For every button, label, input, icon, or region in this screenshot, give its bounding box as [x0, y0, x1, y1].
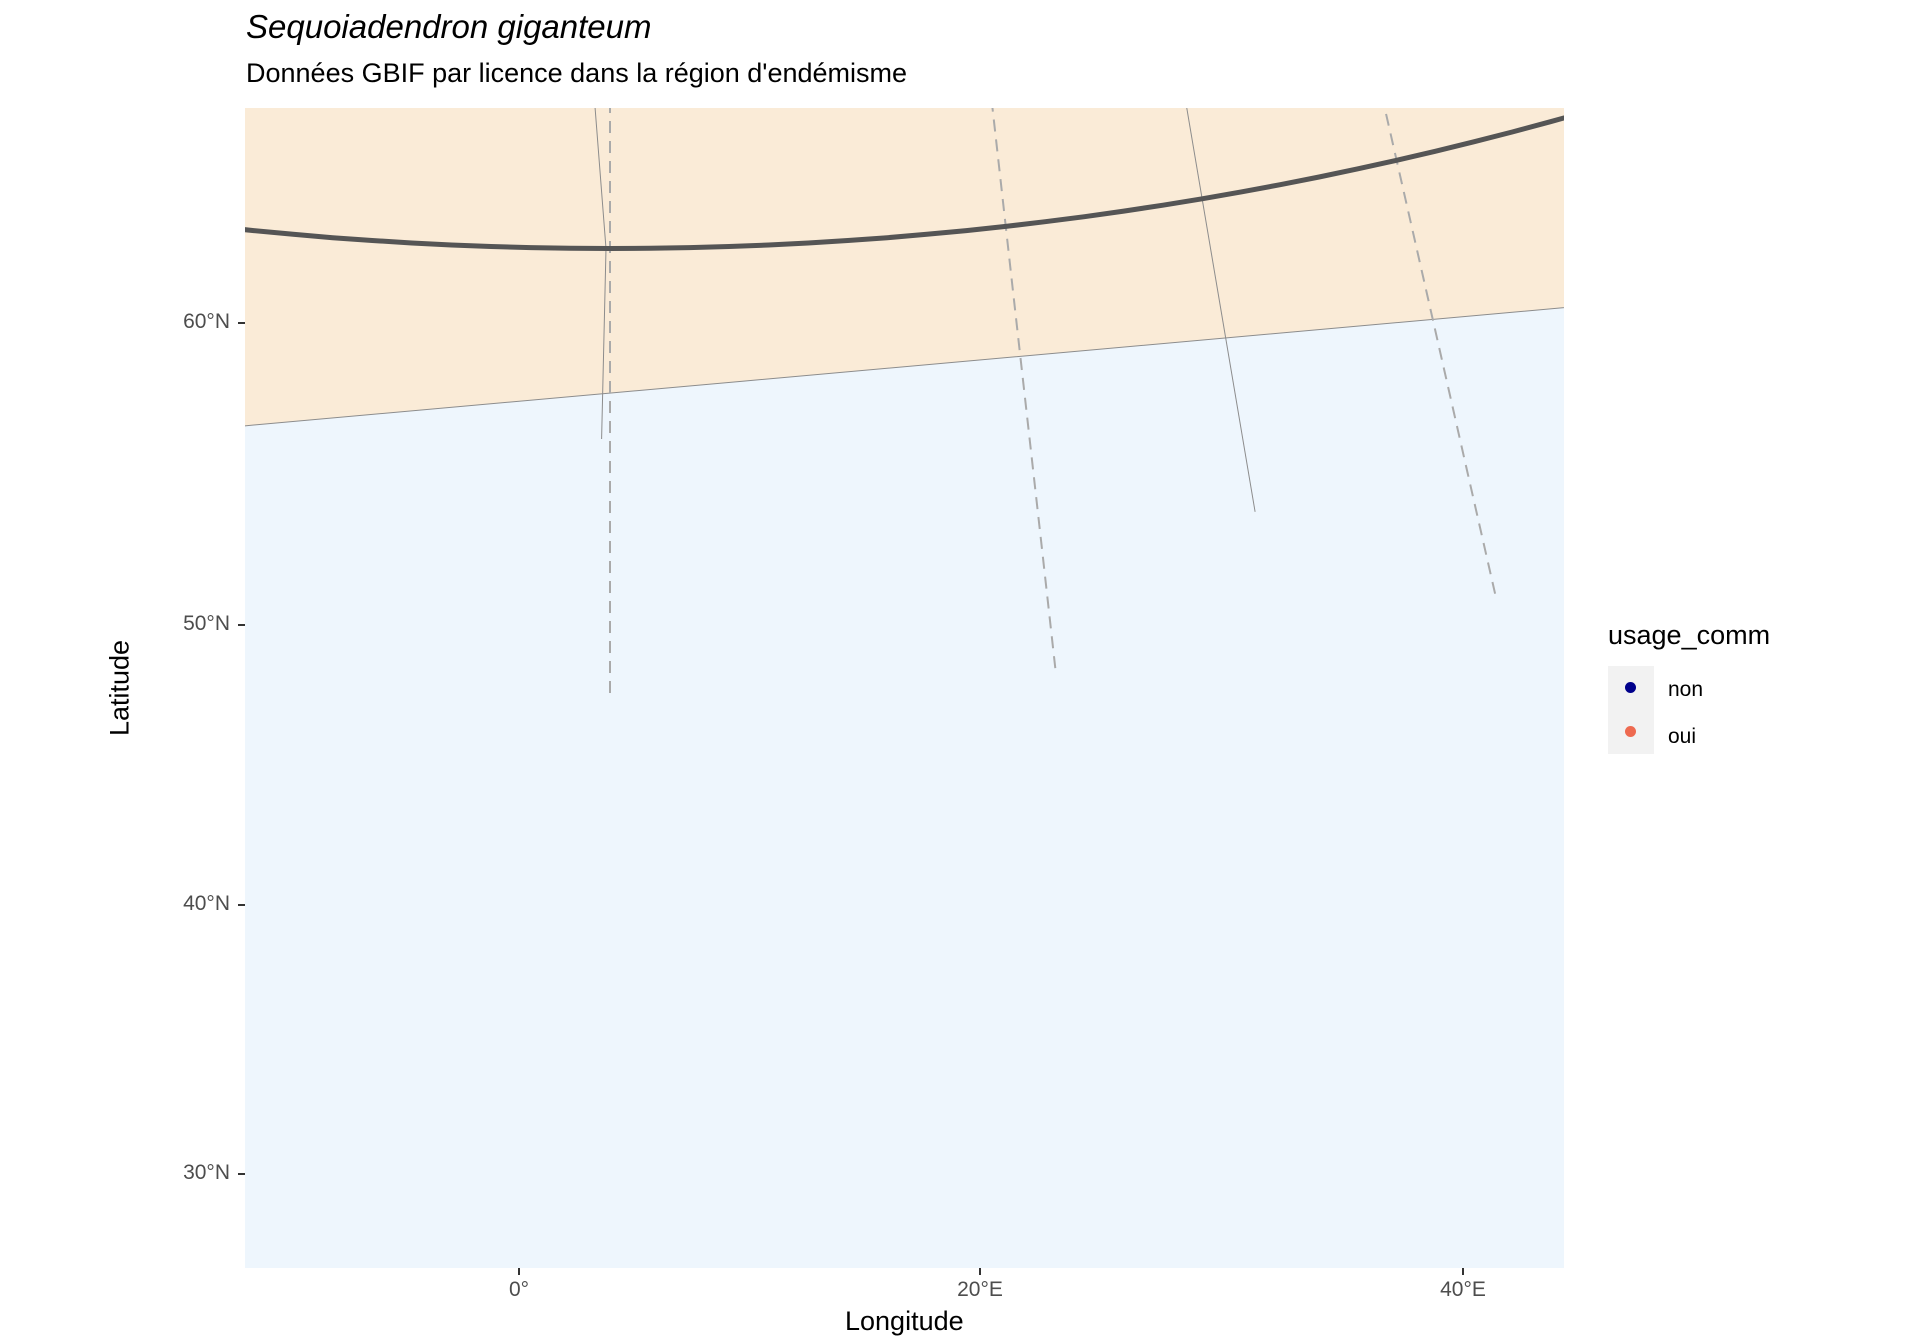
- y-tick-mark: [238, 322, 245, 324]
- legend-title: usage_comm: [1608, 620, 1771, 650]
- y-tick-label: 30°N: [183, 1161, 230, 1184]
- x-tick-label: 40°E: [1440, 1278, 1486, 1301]
- legend-key-oui: [1608, 710, 1654, 754]
- land-layer: [245, 108, 1564, 427]
- y-tick-label: 40°N: [183, 892, 230, 915]
- country-border-line: [1186, 108, 1256, 512]
- y-tick-label: 60°N: [183, 310, 230, 333]
- x-tick-mark: [518, 1268, 520, 1275]
- region-boundary: [245, 115, 1564, 252]
- x-tick-mark: [979, 1268, 981, 1275]
- y-tick-mark: [238, 904, 245, 906]
- y-axis-label: Latitude: [104, 639, 135, 737]
- x-tick-mark: [1462, 1268, 1464, 1275]
- chart-subtitle: Données GBIF par licence dans la région …: [246, 58, 908, 88]
- y-tick-mark: [238, 624, 245, 626]
- map-panel: [245, 108, 1564, 1268]
- endemism-region-outline: [245, 115, 1564, 252]
- legend-label-oui: oui: [1668, 725, 1697, 748]
- x-tick-label: 20°E: [957, 1278, 1003, 1301]
- y-tick-mark: [238, 1173, 245, 1175]
- x-tick-label: 0°: [508, 1278, 530, 1301]
- legend-label-non: non: [1668, 678, 1704, 701]
- land-mainland: [245, 108, 1564, 427]
- chart-title: Sequoiadendron giganteum: [246, 8, 652, 45]
- legend-key-non: [1608, 666, 1654, 710]
- y-tick-label: 50°N: [183, 612, 230, 635]
- map-canvas: [245, 108, 1564, 693]
- x-axis-label: Longitude: [845, 1306, 964, 1336]
- legend-swatch-oui: [1625, 726, 1636, 737]
- legend-swatch-non: [1625, 682, 1636, 693]
